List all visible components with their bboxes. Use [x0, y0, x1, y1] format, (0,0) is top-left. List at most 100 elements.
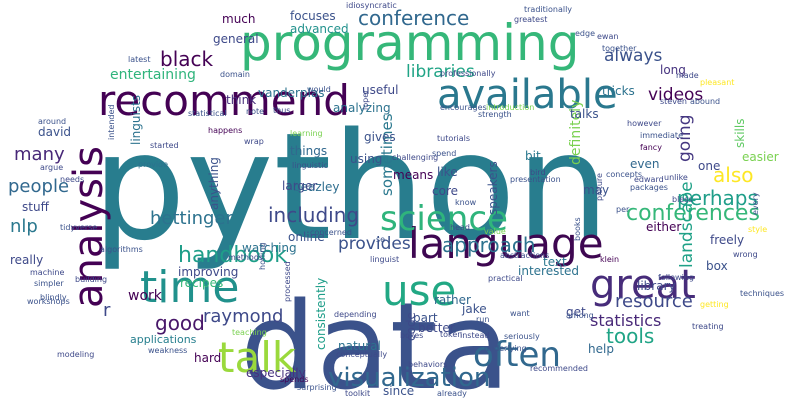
cloud-word-idiosyncratic: idiosyncratic [346, 1, 397, 10]
cloud-word-want: want [510, 309, 530, 318]
cloud-word-processed: processed [283, 261, 292, 302]
cloud-word-analyzing: analyzing [333, 101, 391, 115]
cloud-word-library: library [637, 279, 676, 293]
cloud-word-wrong: wrong [733, 250, 758, 259]
cloud-word-help: help [588, 342, 614, 356]
cloud-word-libraries: libraries [406, 62, 475, 82]
cloud-word-larger: larger [282, 179, 317, 193]
cloud-word-perhaps: perhaps [677, 186, 758, 210]
cloud-word-provides: provides [338, 234, 411, 254]
cloud-word-edge: edge [575, 29, 595, 38]
cloud-word-conferences: conferences [626, 201, 760, 226]
cloud-word-building: building [75, 275, 107, 284]
cloud-word-even: even [630, 157, 659, 171]
cloud-word-immediate: immediate [640, 131, 683, 140]
cloud-word-latest: latest [128, 55, 151, 64]
cloud-word-also: also [713, 163, 753, 187]
cloud-word-language: language [408, 219, 604, 268]
cloud-word-seriously: seriously [504, 332, 540, 341]
cloud-word-tidyverse: tidyverse [60, 223, 97, 232]
cloud-word-teaching: teaching [232, 328, 267, 337]
cloud-word-edward: edward [634, 175, 664, 184]
cloud-word-data: data [240, 278, 510, 400]
cloud-word-especially: especially [246, 366, 306, 380]
cloud-word-workshops: workshops [27, 297, 70, 306]
cloud-word-concerned: concerned [310, 228, 352, 237]
cloud-word-easier: easier [742, 150, 779, 164]
cloud-word-good: good [155, 311, 205, 335]
cloud-word-treating: treating [692, 322, 724, 331]
cloud-word-pleasant: pleasant [700, 78, 734, 87]
cloud-word-get: get [566, 305, 586, 319]
cloud-word-advanced: advanced [290, 22, 349, 36]
cloud-word-python: python [92, 101, 610, 273]
cloud-word-much: much [222, 12, 256, 26]
cloud-word-use: use [382, 266, 456, 315]
cloud-word-challenging: challenging [392, 153, 438, 162]
cloud-word-value: value [484, 227, 506, 236]
cloud-word-statistics: statistics [590, 311, 661, 330]
cloud-word-honing: honing [258, 243, 267, 270]
cloud-word-toolkit: toolkit [345, 389, 370, 398]
cloud-word-skills: skills [733, 119, 747, 148]
cloud-word-simpler: simpler [34, 279, 64, 288]
cloud-word-token: token [440, 330, 462, 339]
cloud-word-talk: talk [218, 333, 297, 382]
cloud-word-since: since [383, 384, 414, 398]
cloud-word-including: including [268, 203, 359, 227]
cloud-word-programming: programming [240, 14, 579, 72]
cloud-word-tutorials: tutorials [437, 134, 470, 143]
cloud-word-boxes: boxes [400, 331, 423, 340]
cloud-word-sometimes: sometimes [378, 113, 396, 196]
cloud-word-general: general [213, 32, 259, 46]
cloud-word-books: books [573, 217, 582, 241]
cloud-word-depending: depending [334, 310, 377, 319]
cloud-word-think: think [226, 93, 256, 107]
cloud-word-learning: learning [290, 129, 323, 138]
cloud-word-happens: happens [208, 126, 242, 135]
cloud-word-entertaining: entertaining [110, 67, 196, 83]
cloud-word-recipes: recipes [180, 276, 223, 290]
cloud-word-underlying: underlying [484, 344, 527, 353]
cloud-word-better: better [418, 321, 455, 335]
cloud-word-among: among [566, 311, 594, 320]
cloud-word-time: time [140, 262, 239, 313]
cloud-word-means: means [393, 168, 433, 182]
cloud-word-black: black [160, 47, 214, 71]
cloud-word-may: may [583, 183, 609, 197]
cloud-word-unlike: unlike [664, 173, 688, 182]
cloud-word-anything: anything [207, 157, 221, 210]
cloud-word-jake: jake [461, 302, 487, 316]
cloud-word-linguistic: linguistic [292, 161, 328, 170]
cloud-word-improving: improving [178, 265, 238, 279]
cloud-word-either: either [646, 220, 681, 234]
cloud-word-concepts: concepts [606, 170, 642, 179]
cloud-word-instead: instead [460, 331, 490, 340]
cloud-word-head: head [450, 223, 470, 232]
cloud-word-analysis: analysis [66, 146, 112, 308]
cloud-word-consistently: consistently [314, 278, 328, 350]
cloud-word-stuff: stuff [22, 200, 50, 214]
cloud-word-bit: bit [525, 149, 541, 163]
cloud-word-following: following [658, 273, 694, 282]
cloud-word-recommend: recommend [98, 76, 350, 125]
cloud-word-note: note [246, 107, 264, 116]
cloud-word-available: available [437, 72, 618, 118]
cloud-word-often: often [473, 335, 561, 375]
cloud-word-greatest: greatest [514, 15, 547, 24]
cloud-word-things: things [290, 144, 327, 158]
cloud-word-started: started [150, 141, 179, 150]
cloud-word-professionally: professionally [440, 69, 496, 78]
cloud-word-hard: hard [194, 351, 221, 365]
cloud-word-getting: getting [700, 300, 729, 309]
cloud-word-blindly: blindly [40, 293, 67, 302]
cloud-word-using: using [350, 152, 382, 166]
cloud-word-long: long [660, 63, 686, 77]
cloud-word-however: however [627, 119, 662, 128]
cloud-word-going: going [675, 115, 695, 162]
cloud-word-fancy: fancy [640, 143, 662, 152]
cloud-word-klein: klein [600, 255, 619, 264]
cloud-word-science: science [380, 199, 508, 239]
